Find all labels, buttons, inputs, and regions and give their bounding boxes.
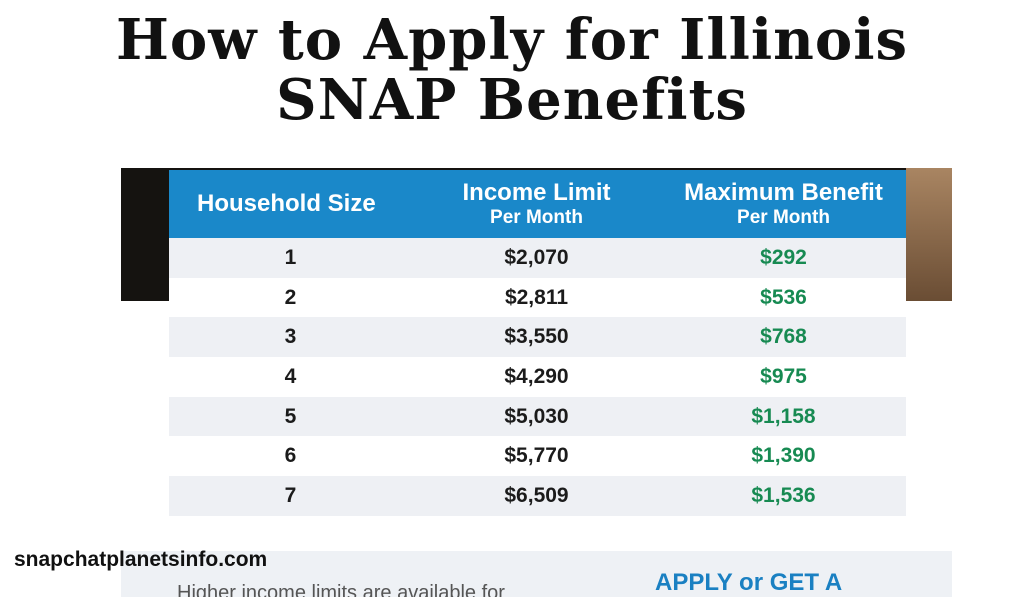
cell-household-size: 1 [284,245,297,269]
header-income-limit-label: Income Limit [462,179,611,206]
cell-income-limit: $5,030 [504,404,569,428]
table-row: 2 $2,811 $536 [169,277,906,318]
cell-household-size: 4 [284,364,297,388]
header-maximum-benefit-label: Maximum Benefit [684,179,883,206]
title-line-2: SNAP Benefits [276,67,748,133]
cell-maximum-benefit: $975 [760,364,807,388]
table-row: 6 $5,770 $1,390 [169,436,906,477]
cell-maximum-benefit: $1,390 [751,444,816,468]
table-row: 3 $3,550 $768 [169,317,906,358]
header-household-size-label: Household Size [197,190,376,217]
background-photo-edge [906,168,952,301]
apply-heading: APPLY or GET A [655,569,843,596]
header-maximum-benefit: Maximum Benefit Per Month [661,170,906,238]
bottom-info-panel: Higher income limits are available for A… [121,551,952,597]
cell-maximum-benefit: $1,536 [751,483,816,507]
cell-household-size: 7 [284,483,297,507]
cell-household-size: 5 [284,404,297,428]
cell-income-limit: $4,290 [504,364,569,388]
cell-household-size: 3 [284,325,297,349]
table-row: 4 $4,290 $975 [169,357,906,397]
table-body: 1 $2,070 $292 2 $2,811 $536 3 $3,550 $76… [169,238,906,516]
cell-income-limit: $2,811 [504,285,569,309]
cell-household-size: 6 [284,444,297,468]
snap-income-table: Household Size Income Limit Per Month Ma… [169,170,906,516]
cell-income-limit: $2,070 [504,245,569,269]
cell-household-size: 2 [284,285,297,309]
cell-income-limit: $6,509 [504,483,569,507]
table-header: Household Size Income Limit Per Month Ma… [169,170,906,238]
table-row: 7 $6,509 $1,536 [169,476,906,516]
cell-maximum-benefit: $1,158 [751,404,816,428]
cell-maximum-benefit: $292 [760,245,807,269]
site-watermark: snapchatplanetsinfo.com [14,548,268,571]
cell-maximum-benefit: $768 [760,325,807,349]
header-maximum-benefit-sub: Per Month [737,207,830,228]
page-title: How to Apply for Illinois SNAP Benefits [0,10,1024,130]
header-household-size: Household Size [169,170,412,238]
cell-maximum-benefit: $536 [760,285,807,309]
title-line-1: How to Apply for Illinois [115,7,909,73]
cell-income-limit: $3,550 [504,325,569,349]
higher-income-note: Higher income limits are available for [177,582,505,597]
table-row: 1 $2,070 $292 [169,238,906,278]
cell-income-limit: $5,770 [504,444,569,468]
header-income-limit: Income Limit Per Month [412,170,661,238]
header-income-limit-sub: Per Month [490,207,583,228]
table-row: 5 $5,030 $1,158 [169,396,906,437]
